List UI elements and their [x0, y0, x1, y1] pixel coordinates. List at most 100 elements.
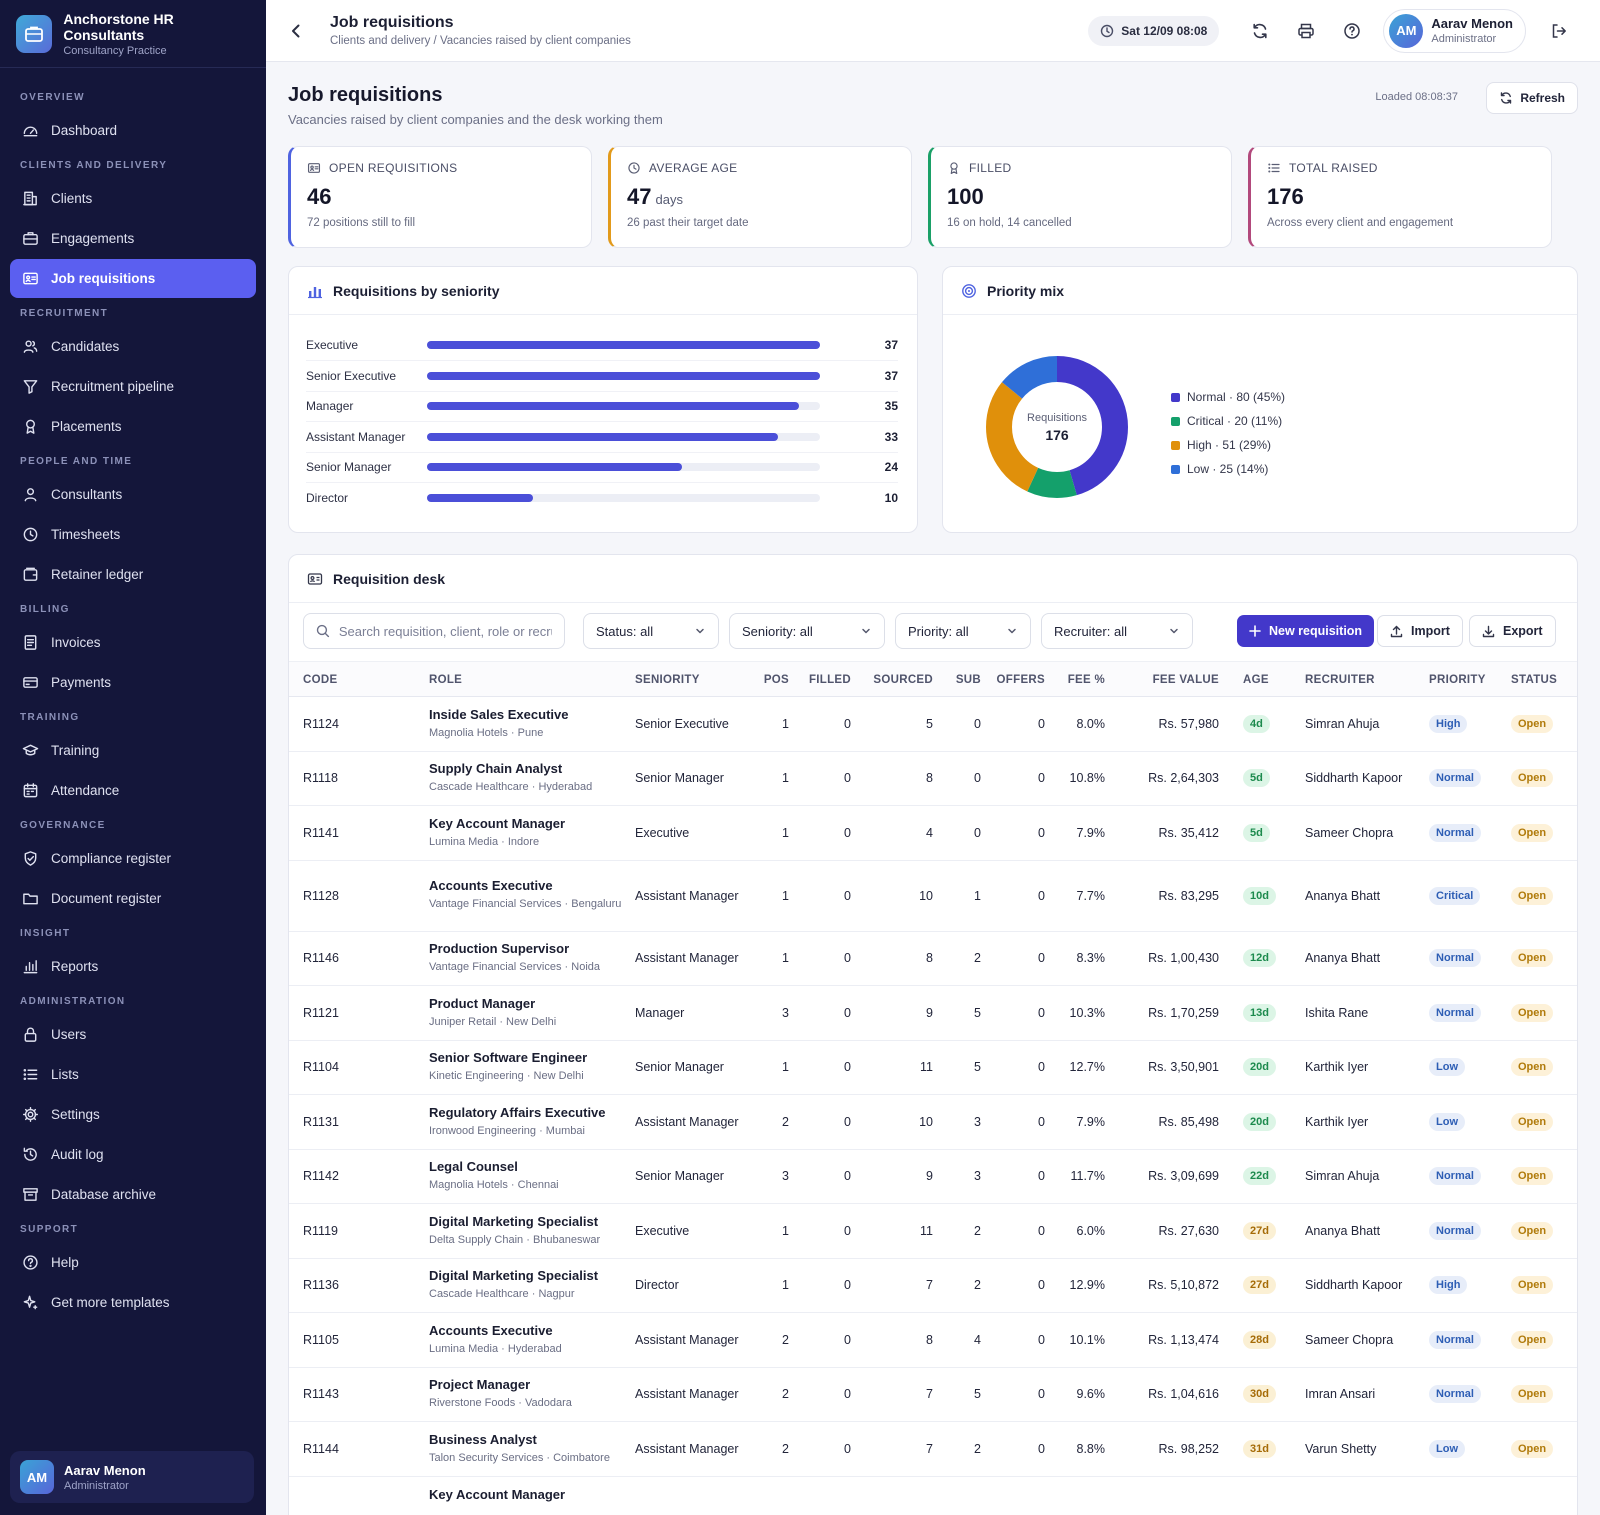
column-header-filled[interactable]: FILLED [808, 674, 851, 686]
role-client: Ironwood Engineering · Mumbai [429, 1124, 585, 1137]
refresh-button[interactable]: Refresh [1486, 82, 1578, 114]
sidebar-item-consultants[interactable]: Consultants [10, 475, 256, 514]
sidebar-item-retainer-ledger[interactable]: Retainer ledger [10, 555, 256, 594]
role-title[interactable]: Business Analyst [429, 1431, 537, 1447]
print-icon[interactable] [1291, 16, 1321, 46]
table-row[interactable]: R1141 Key Account Manager Lumina Media · I… [289, 806, 1577, 861]
table-row[interactable]: R1144 Business Analyst Talon Security Serv… [289, 1422, 1577, 1477]
kpi-label-text: AVERAGE AGE [649, 161, 738, 175]
table-row[interactable]: R1131 Regulatory Affairs Executive Ironwoo… [289, 1095, 1577, 1150]
export-button[interactable]: Export [1469, 615, 1556, 647]
sync-icon[interactable] [1245, 16, 1275, 46]
search-input[interactable] [338, 623, 552, 639]
column-header-offers[interactable]: OFFERS [996, 674, 1045, 686]
sidebar-item-invoices[interactable]: Invoices [10, 623, 256, 662]
table-row[interactable]: R1121 Product Manager Juniper Retail · New… [289, 986, 1577, 1041]
age-badge: 5d [1243, 823, 1270, 842]
role-title[interactable]: Inside Sales Executive [429, 706, 569, 722]
brand[interactable]: Anchorstone HR Consultants Consultancy P… [0, 0, 266, 68]
priority-badge: Critical [1429, 886, 1481, 905]
role-title[interactable]: Key Account Manager [429, 815, 566, 831]
table-row[interactable]: R1128 Accounts Executive Vantage Financial… [289, 861, 1577, 932]
back-arrow-icon[interactable] [284, 19, 308, 43]
sidebar-item-candidates[interactable]: Candidates [10, 327, 256, 366]
sidebar-item-job-requisitions[interactable]: Job requisitions [10, 259, 256, 298]
briefcase-logo-icon [16, 14, 53, 53]
table-row[interactable]: R1118 Supply Chain Analyst Cascade Healthc… [289, 752, 1577, 806]
sidebar-item-dashboard[interactable]: Dashboard [10, 111, 256, 150]
sidebar-item-help[interactable]: Help [10, 1243, 256, 1282]
legend-swatch [1171, 392, 1180, 402]
table-row[interactable]: R1105 Accounts Executive Lumina Media · Hy… [289, 1313, 1577, 1368]
sidebar-item-audit-log[interactable]: Audit log [10, 1135, 256, 1174]
sidebar-item-training[interactable]: Training [10, 731, 256, 770]
sidebar-item-timesheets[interactable]: Timesheets [10, 515, 256, 554]
help-icon[interactable] [1337, 16, 1367, 46]
column-header-sourced[interactable]: SOURCED [873, 674, 933, 686]
column-header-age[interactable]: AGE [1243, 674, 1269, 686]
search-box[interactable] [303, 613, 565, 649]
role-title[interactable]: Project Manager [429, 1377, 531, 1392]
sidebar-item-lists[interactable]: Lists [10, 1055, 256, 1094]
filter-seniority-select[interactable]: Seniority: all [729, 613, 885, 649]
sidebar-item-engagements[interactable]: Engagements [10, 219, 256, 258]
role-title[interactable]: Digital Marketing Specialist [429, 1213, 599, 1229]
sidebar-item-settings[interactable]: Settings [10, 1095, 256, 1134]
table-row[interactable]: Key Account Manager [289, 1477, 1577, 1515]
legend-swatch [1171, 464, 1180, 474]
role-title[interactable]: Digital Marketing Specialist [429, 1268, 599, 1283]
kpi-label: OPEN REQUISITIONS [307, 161, 575, 175]
sidebar-item-recruitment-pipeline[interactable]: Recruitment pipeline [10, 367, 256, 406]
table-row[interactable]: R1136 Digital Marketing Specialist Cascade… [289, 1259, 1577, 1313]
role-title[interactable]: Legal Counsel [429, 1159, 518, 1174]
sidebar-item-attendance[interactable]: Attendance [10, 771, 256, 810]
role-title[interactable]: Senior Software Engineer [429, 1050, 588, 1065]
table-body: R1124 Inside Sales Executive Magnolia Hote… [289, 697, 1577, 1515]
column-header-seniority[interactable]: SENIORITY [635, 674, 700, 686]
sidebar-item-clients[interactable]: Clients [10, 179, 256, 218]
sidebar-item-users[interactable]: Users [10, 1015, 256, 1054]
table-row[interactable]: R1142 Legal Counsel Magnolia Hotels · Chen… [289, 1150, 1577, 1204]
column-header-status[interactable]: STATUS [1511, 674, 1558, 686]
role-title[interactable]: Regulatory Affairs Executive [429, 1104, 606, 1120]
table-row[interactable]: R1146 Production Supervisor Vantage Financ… [289, 932, 1577, 986]
column-header-recruiter[interactable]: RECRUITER [1305, 674, 1375, 686]
cell-sub: 4 [941, 1313, 981, 1367]
filter-recruiter-select[interactable]: Recruiter: all [1041, 613, 1193, 649]
new-requisition-button[interactable]: New requisition [1237, 615, 1375, 647]
filter-priority-select[interactable]: Priority: all [895, 613, 1031, 649]
sidebar-user-card[interactable]: AM Aarav Menon Administrator [10, 1451, 254, 1503]
sidebar-item-document-register[interactable]: Document register [10, 879, 256, 918]
role-title[interactable]: Production Supervisor [429, 941, 570, 956]
role-title[interactable]: Accounts Executive [429, 878, 553, 894]
sidebar-item-placements[interactable]: Placements [10, 407, 256, 446]
column-header-code[interactable]: CODE [303, 674, 338, 686]
column-header-fee-[interactable]: FEE % [1067, 674, 1105, 686]
column-header-priority[interactable]: PRIORITY [1429, 674, 1486, 686]
refresh-icon [1501, 92, 1512, 104]
sidebar-item-get-more-templates[interactable]: Get more templates [10, 1283, 256, 1322]
role-title[interactable]: Key Account Manager [429, 1486, 566, 1502]
role-title[interactable]: Supply Chain Analyst [429, 761, 563, 776]
sidebar-item-reports[interactable]: Reports [10, 947, 256, 986]
logout-icon[interactable] [1544, 16, 1574, 46]
topbar-user-menu[interactable]: AM Aarav Menon Administrator [1383, 8, 1526, 53]
role-client: Vantage Financial Services · Bengaluru [429, 898, 622, 911]
column-header-pos[interactable]: POS [763, 674, 789, 686]
role-title[interactable]: Product Manager [429, 995, 536, 1011]
filter-status-select[interactable]: Status: all [583, 613, 719, 649]
column-header-fee-value[interactable]: FEE VALUE [1152, 674, 1219, 686]
column-header-sub[interactable]: SUB [955, 674, 981, 686]
table-row[interactable]: R1104 Senior Software Engineer Kinetic Eng… [289, 1041, 1577, 1095]
table-row[interactable]: R1124 Inside Sales Executive Magnolia Hote… [289, 697, 1577, 752]
table-row[interactable]: R1143 Project Manager Riverstone Foods · V… [289, 1368, 1577, 1422]
role-title[interactable]: Accounts Executive [429, 1322, 553, 1338]
sidebar-item-compliance-register[interactable]: Compliance register [10, 839, 256, 878]
sidebar-item-database-archive[interactable]: Database archive [10, 1175, 256, 1214]
column-header-role[interactable]: ROLE [429, 674, 463, 686]
sidebar-item-payments[interactable]: Payments [10, 663, 256, 702]
import-button[interactable]: Import [1377, 615, 1463, 647]
sidebar-item-label: Dashboard [51, 123, 118, 138]
table-row[interactable]: R1119 Digital Marketing Specialist Delta S… [289, 1204, 1577, 1259]
priority-badge: Normal [1429, 1167, 1481, 1186]
